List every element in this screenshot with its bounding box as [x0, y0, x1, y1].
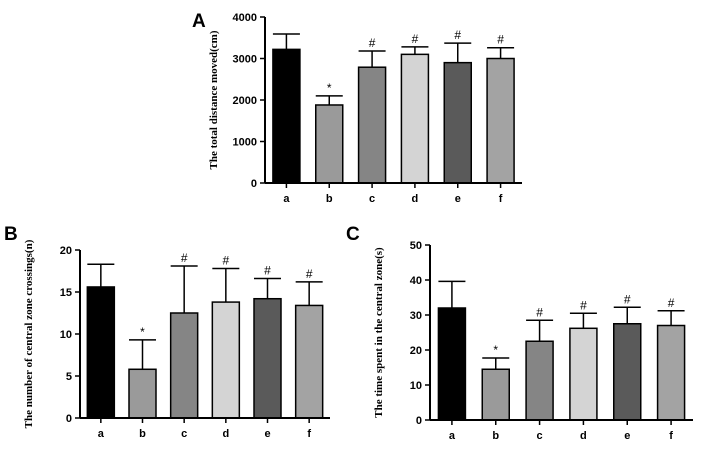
- x-tick-label: d: [222, 428, 229, 440]
- significance-mark: #: [222, 253, 229, 267]
- panel-letter: C: [346, 224, 360, 245]
- panel-c-central-time: C The time spent in the central zone(s) 0 1…: [346, 224, 693, 442]
- bar-d: [400, 53, 430, 184]
- significance-mark: #: [668, 296, 675, 310]
- x-tick-label: e: [264, 428, 270, 440]
- bar-c: [525, 340, 554, 421]
- y-tick-label: 0: [251, 178, 257, 190]
- x-tick-label: a: [98, 428, 105, 440]
- panel-b-central-crossings: B The number of central zone crossings(n)…: [4, 224, 330, 440]
- bar-c: [357, 66, 387, 184]
- significance-mark: #: [624, 292, 631, 306]
- y-tick-label: 4000: [233, 12, 257, 24]
- y-tick-label: 0: [66, 413, 72, 425]
- y-axis-title: The total distance moved(cm): [208, 30, 220, 169]
- x-tick-label: b: [139, 428, 146, 440]
- significance-mark: *: [327, 81, 332, 95]
- y-tick-label: 50: [410, 240, 422, 252]
- x-tick-label: a: [449, 430, 456, 442]
- x-tick-label: d: [580, 430, 587, 442]
- significance-mark: *: [140, 325, 145, 339]
- y-tick-label: 1000: [233, 137, 257, 149]
- significance-mark: #: [580, 298, 587, 312]
- x-tick-label: f: [307, 428, 311, 440]
- bar-f: [486, 57, 515, 184]
- significance-mark: #: [181, 251, 188, 265]
- bar-b: [128, 368, 157, 419]
- significance-mark: #: [536, 305, 543, 319]
- significance-mark: *: [493, 343, 498, 357]
- y-tick-label: 30: [410, 310, 422, 322]
- bar-f: [294, 304, 324, 419]
- bar-b: [481, 368, 510, 421]
- significance-mark: #: [412, 32, 419, 46]
- x-tick-label: c: [181, 428, 187, 440]
- bar-d: [211, 301, 241, 419]
- x-tick-label: c: [369, 193, 375, 205]
- x-tick-label: e: [455, 193, 461, 205]
- bar-a: [272, 48, 301, 184]
- bar-c: [169, 312, 199, 419]
- x-tick-label: a: [283, 193, 290, 205]
- x-tick-label: c: [537, 430, 543, 442]
- bar-e: [443, 61, 472, 184]
- x-tick-label: d: [412, 193, 419, 205]
- significance-mark: #: [497, 33, 504, 47]
- y-tick-label: 10: [60, 329, 72, 341]
- y-tick-label: 15: [60, 287, 72, 299]
- significance-mark: #: [264, 264, 271, 278]
- y-tick-label: 40: [410, 275, 422, 287]
- bar-e: [253, 297, 282, 419]
- x-tick-label: e: [624, 430, 630, 442]
- y-tick-label: 3000: [233, 54, 257, 66]
- y-tick-label: 20: [60, 245, 72, 257]
- bar-a: [86, 286, 116, 419]
- x-tick-label: b: [492, 430, 499, 442]
- panel-letter: B: [4, 224, 18, 245]
- y-axis-title: The time spent in the central zone(s): [373, 247, 385, 418]
- bar-d: [569, 327, 598, 421]
- y-tick-label: 10: [410, 380, 422, 392]
- significance-mark: #: [306, 267, 313, 281]
- y-tick-label: 5: [66, 371, 72, 383]
- bar-f: [656, 324, 686, 421]
- x-tick-label: b: [326, 193, 333, 205]
- x-tick-label: f: [669, 430, 673, 442]
- x-tick-label: f: [499, 193, 503, 205]
- bar-e: [613, 323, 642, 421]
- panel-letter: A: [192, 11, 206, 32]
- significance-mark: #: [369, 36, 376, 50]
- y-tick-label: 2000: [233, 95, 257, 107]
- y-tick-label: 20: [410, 345, 422, 357]
- significance-mark: #: [454, 28, 461, 42]
- y-axis-title: The number of central zone crossings(n): [23, 239, 35, 428]
- bar-a: [437, 307, 467, 421]
- bar-b: [315, 104, 344, 184]
- y-tick-label: 0: [416, 415, 422, 427]
